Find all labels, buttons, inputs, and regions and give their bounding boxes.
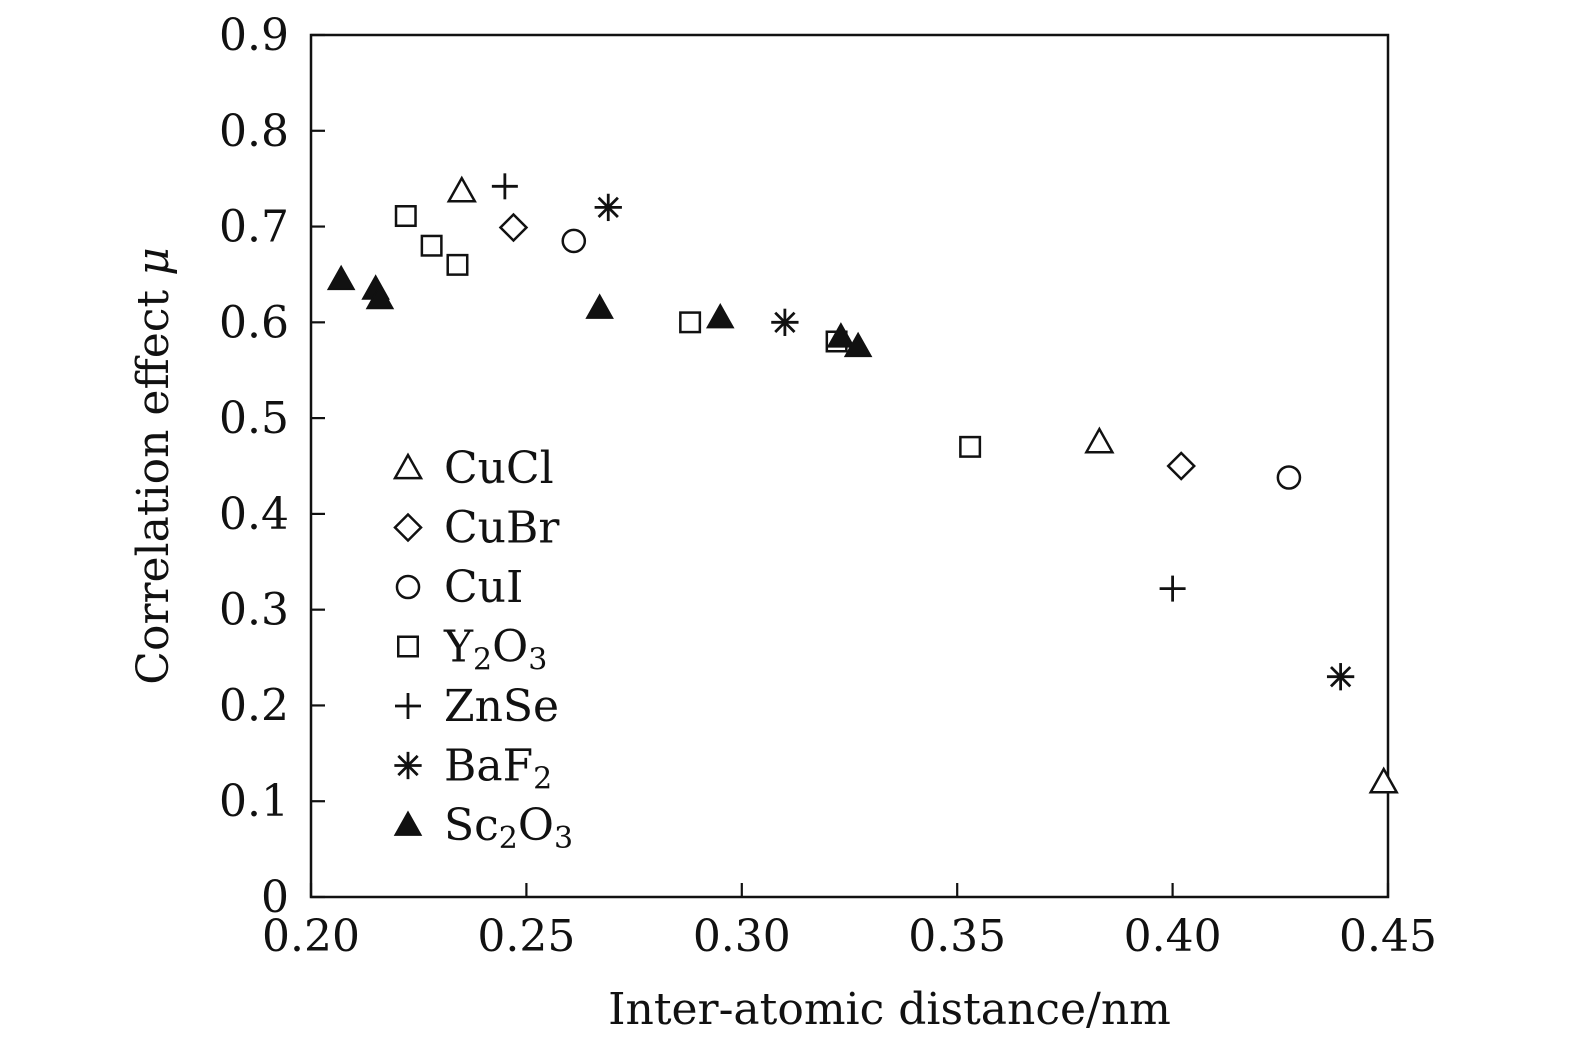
legend-item-baf2: BaF2 [394, 741, 552, 797]
y-tick-label: 0.9 [219, 10, 289, 61]
legend-item-znse: ZnSe [395, 681, 559, 732]
legend-label: CuI [444, 562, 523, 613]
data-point-y2o3 [960, 437, 980, 457]
data-point-y2o3 [422, 236, 442, 256]
y-tick-label: 0.2 [219, 680, 289, 731]
legend-label: Sc2O3 [444, 800, 573, 856]
y-tick-label: 0.8 [219, 106, 289, 157]
x-tick-label: 0.45 [1339, 911, 1437, 962]
legend-label: CuBr [444, 503, 560, 554]
x-tick-label: 0.35 [908, 911, 1006, 962]
data-point-baf2 [771, 309, 798, 336]
legend-marker-cui [397, 576, 419, 598]
y-tick-label: 0.7 [219, 202, 289, 253]
legend-marker-cubr [395, 515, 421, 541]
y-tick-label: 0.1 [219, 776, 289, 827]
legend-marker-y2o3 [398, 637, 418, 657]
axes: 0.20 0.25 0.30 0.35 0.40 0.4500.10.20.30.40.5… [219, 10, 1437, 962]
legend-item-sc2o3: Sc2O3 [395, 800, 573, 856]
y-tick-label: 0 [261, 872, 289, 923]
data-point-cucl [1371, 769, 1397, 792]
data-point-znse [492, 173, 518, 199]
data-point-sc2o3 [587, 295, 613, 318]
data-point-sc2o3 [707, 305, 733, 328]
data-point-cucl [1086, 429, 1112, 452]
legend-item-cui: CuI [397, 562, 523, 613]
legend-marker-baf2 [394, 752, 421, 779]
legend-label: ZnSe [444, 681, 559, 732]
legend-label: CuCl [444, 443, 554, 494]
data-point-cucl [449, 178, 475, 201]
x-tick-label: 0.40 [1124, 911, 1222, 962]
data-point-cui [1278, 466, 1300, 488]
legend-marker-sc2o3 [395, 812, 421, 835]
data-point-cui [563, 230, 585, 252]
data-point-y2o3 [448, 255, 468, 275]
data-point-baf2 [595, 194, 622, 221]
x-tick-label: 0.30 [693, 911, 791, 962]
legend-marker-cucl [395, 455, 421, 478]
data-point-y2o3 [680, 313, 700, 333]
legend-item-cucl: CuCl [395, 443, 554, 494]
y-tick-label: 0.5 [219, 393, 289, 444]
legend-item-y2o3: Y2O3 [398, 622, 547, 678]
legend-label: Y2O3 [443, 622, 547, 678]
data-point-baf2 [1327, 663, 1354, 690]
x-tick-label: 0.25 [477, 911, 575, 962]
data-point-y2o3 [396, 206, 416, 226]
legend-label: BaF2 [444, 741, 552, 797]
y-tick-label: 0.4 [219, 489, 289, 540]
y-axis-label: Correlation effect μ [128, 247, 179, 684]
data-point-cubr [500, 215, 526, 241]
data-point-znse [1160, 576, 1186, 602]
legend-marker-znse [395, 693, 421, 719]
y-tick-label: 0.6 [219, 297, 289, 348]
x-axis-label: Inter-atomic distance/nm [608, 984, 1171, 1035]
legend-item-cubr: CuBr [395, 503, 560, 554]
data-point-cubr [1168, 453, 1194, 479]
y-tick-label: 0.3 [219, 585, 289, 636]
data-point-sc2o3 [328, 266, 354, 289]
